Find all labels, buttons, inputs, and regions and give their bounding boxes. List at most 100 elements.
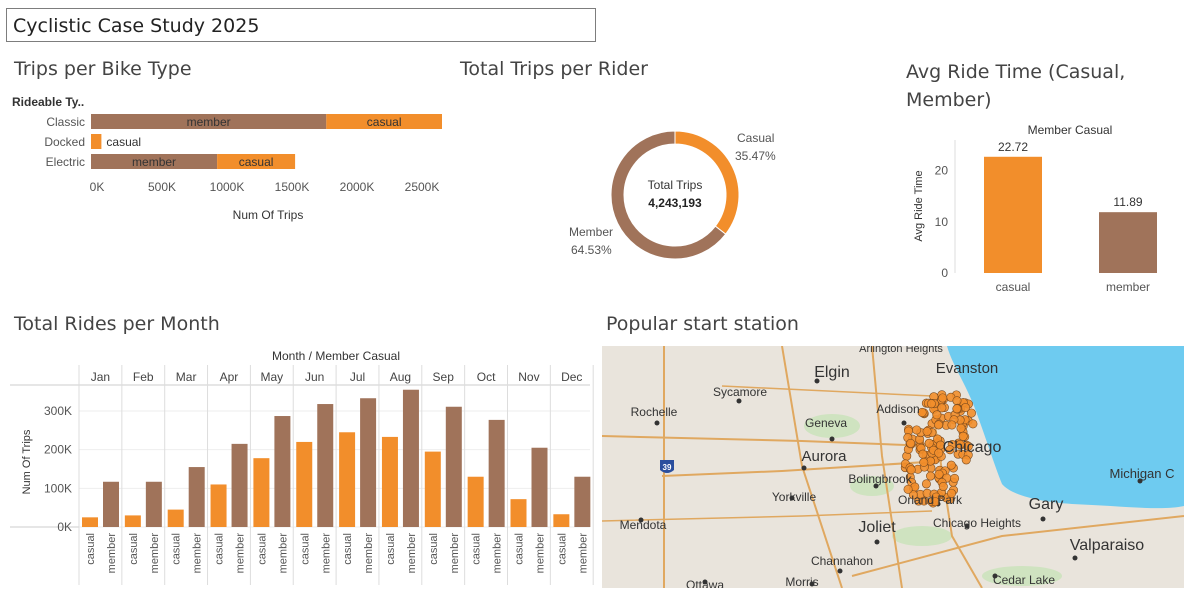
month-label: Jun [305, 370, 324, 384]
sub-label: member [492, 533, 504, 574]
place-label: Chicago [943, 439, 1002, 456]
y-tick-label: 200K [44, 443, 72, 457]
bar-member [317, 404, 334, 527]
bar-member [402, 389, 419, 527]
city-dot [874, 539, 880, 545]
city-dot [801, 465, 807, 471]
member-axis-label: member [1106, 280, 1150, 294]
bar-casual [381, 436, 398, 527]
place-label: Sycamore [713, 385, 767, 399]
x-tick-label: 2000K [340, 180, 375, 194]
sub-label: member [235, 533, 247, 574]
station-point [922, 426, 932, 436]
member-label: Member [569, 225, 613, 239]
bar-member [1099, 212, 1157, 273]
bar-casual [91, 134, 102, 149]
bar-label: casual [239, 155, 274, 169]
sub-label: casual [214, 533, 226, 565]
monthly-title: Total Rides per Month [14, 313, 220, 335]
donut-center-label: Total Trips [648, 178, 703, 192]
dashboard-title: Cyclistic Case Study 2025 [6, 8, 596, 42]
month-label: Feb [133, 370, 154, 384]
month-label: May [260, 370, 283, 384]
station-point [906, 438, 916, 448]
place-label: Channahon [811, 554, 873, 568]
start-station-map[interactable]: 39 Arlington Heights [602, 346, 1184, 588]
city-dot [654, 420, 660, 426]
place-label: Valparaiso [1070, 537, 1145, 554]
place-label: Morris [785, 575, 818, 588]
y-tick-label: 100K [44, 481, 72, 495]
bar-casual [253, 458, 270, 527]
station-point [958, 431, 968, 441]
bar-member [91, 154, 218, 169]
sub-label: casual [385, 533, 397, 565]
park-area [804, 414, 860, 438]
month-label: Dec [561, 370, 582, 384]
station-point [934, 469, 944, 479]
station-point [952, 404, 962, 414]
city-dot [1137, 478, 1143, 484]
data-label: 11.89 [1113, 195, 1142, 209]
x-axis-label: Num Of Trips [233, 208, 304, 222]
member-pct: 64.53% [571, 243, 612, 257]
y-tick-label: 0 [941, 266, 948, 280]
place-label: Evanston [936, 360, 999, 377]
casual-axis-label: casual [996, 280, 1031, 294]
avg-ride-chart: Member Casual Avg Ride Time 0 10 20 22.72 1… [913, 123, 1157, 294]
city-dot [809, 581, 815, 587]
sub-label: member [320, 533, 332, 574]
x-tick-label: 2500K [405, 180, 440, 194]
sub-label: member [535, 533, 547, 574]
city-dot [837, 568, 843, 574]
bike-type-title: Trips per Bike Type [14, 58, 192, 80]
bar-casual [984, 156, 1042, 273]
month-label: Jan [91, 370, 110, 384]
city-dot [829, 436, 835, 442]
station-cluster[interactable] [900, 390, 978, 508]
sub-label: casual [556, 533, 568, 565]
place-label: Joliet [858, 519, 896, 536]
highway [661, 460, 943, 477]
city-dot [873, 483, 879, 489]
sub-label: casual [514, 533, 526, 565]
highway [721, 385, 933, 397]
city-dot [1072, 555, 1078, 561]
map-canvas[interactable]: 39 Arlington Heights [602, 346, 1184, 588]
highway [602, 510, 933, 522]
bar-member [574, 476, 591, 527]
month-label: Sep [433, 370, 455, 384]
x-tick-label: 500K [148, 180, 176, 194]
bar-casual [510, 499, 527, 527]
park-area [850, 476, 894, 496]
place-label: Chicago Heights [933, 516, 1021, 530]
station-point [917, 407, 927, 417]
place-label: Addison [876, 402, 919, 416]
highway [871, 346, 903, 588]
sub-label: member [192, 533, 204, 574]
bar-member [231, 443, 248, 527]
station-point [903, 484, 913, 494]
bar-label: casual [367, 115, 402, 129]
month-label: Apr [220, 370, 239, 384]
station-point [921, 479, 931, 489]
bar-casual [296, 441, 313, 527]
bar-label: member [187, 115, 231, 129]
month-label: Mar [176, 370, 197, 384]
station-point [952, 396, 962, 406]
x-tick-label: 1000K [210, 180, 245, 194]
bar-member [145, 481, 162, 527]
sub-label: casual [171, 533, 183, 565]
place-label: Orland Park [898, 493, 963, 507]
place-label: Gary [1029, 496, 1064, 513]
station-point [906, 465, 916, 475]
bar-member [531, 447, 548, 527]
category-label: Electric [46, 155, 85, 169]
park-area [982, 566, 1062, 586]
bar-member [445, 406, 462, 527]
place-label: Mendota [620, 518, 667, 532]
highway [851, 515, 1184, 577]
sub-label: member [363, 533, 375, 574]
sub-label: member [149, 533, 161, 574]
month-label: Nov [518, 370, 539, 384]
